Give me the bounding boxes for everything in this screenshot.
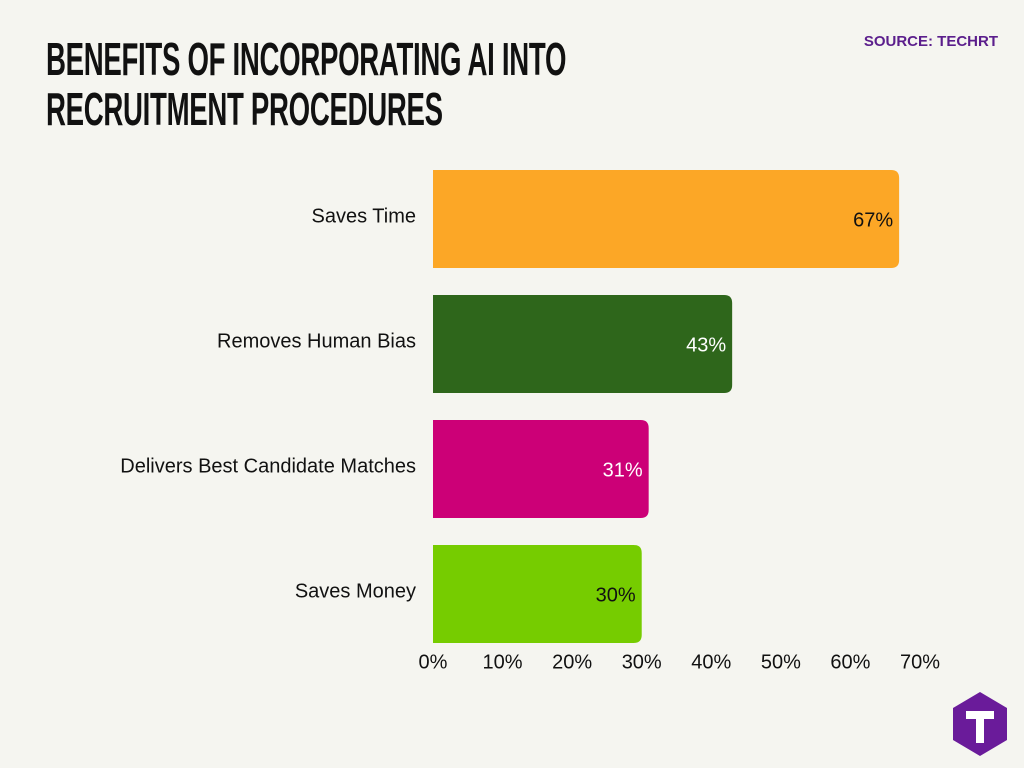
x-tick-label: 20% [552,651,592,673]
x-tick-label: 60% [830,651,870,673]
y-tick-label: Saves Time [312,205,416,227]
source: SOURCE: TECHRT [863,33,998,50]
chart-title: BENEFITS OF INCORPORATING AI INTO RECRUI… [46,33,567,135]
bar [433,170,900,268]
x-tick-label: 50% [761,651,801,673]
value-label: 31% [603,459,643,481]
x-tick-label: 30% [622,651,662,673]
bar [433,420,649,518]
x-tick-label: 0% [419,651,448,673]
value-label: 30% [596,584,636,606]
x-tick-label: 40% [691,651,731,673]
value-label: 67% [853,209,893,231]
x-tick-label: 70% [900,651,940,673]
y-tick-label: Delivers Best Candidate Matches [120,455,416,477]
logo [953,692,1007,756]
value-label: 43% [686,334,726,356]
x-tick-label: 10% [483,651,523,673]
bar [433,295,733,393]
y-tick-label: Saves Money [295,580,416,602]
bar [433,545,642,643]
y-tick-label: Removes Human Bias [217,330,416,352]
